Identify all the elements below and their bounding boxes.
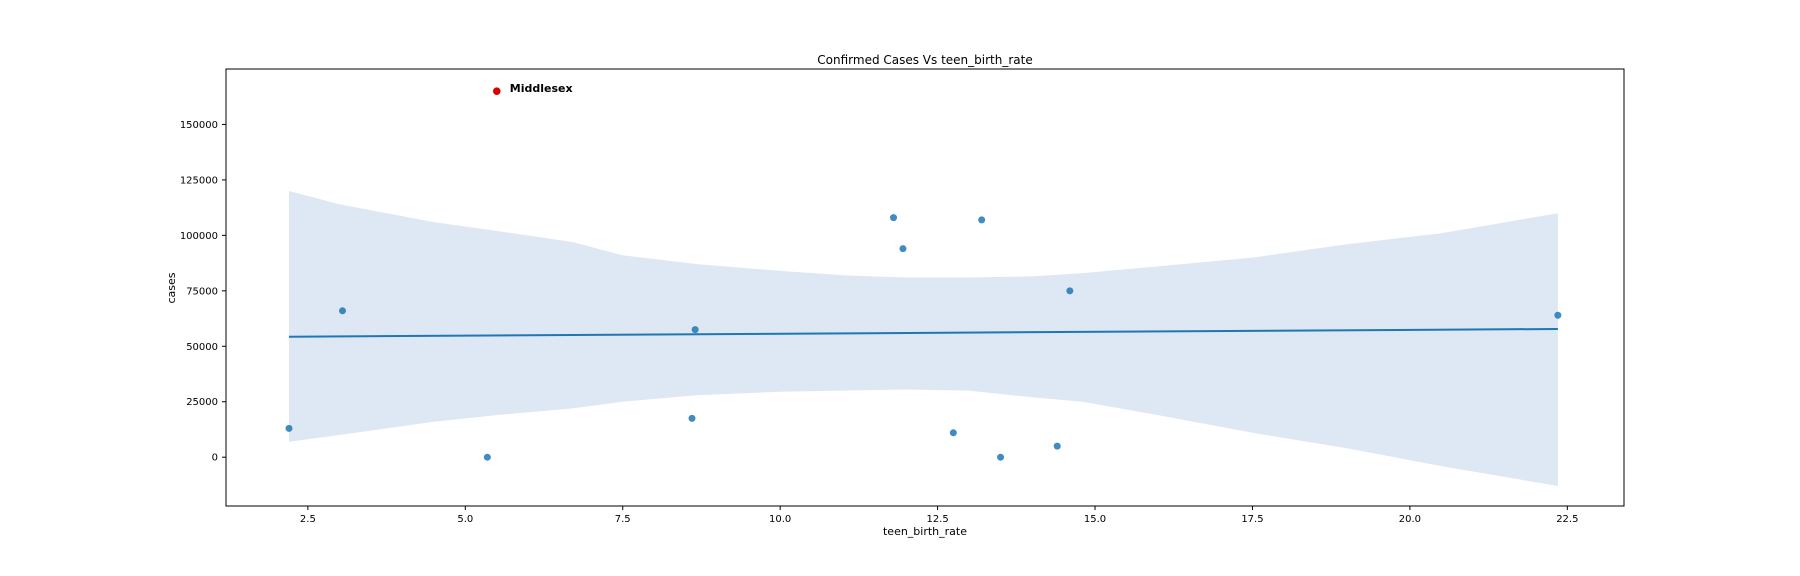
y-tick-label: 25000 — [186, 397, 218, 408]
data-point — [978, 216, 986, 224]
confidence-band-layer — [289, 191, 1558, 486]
y-axis-label: cases — [165, 272, 178, 303]
x-tick-label: 17.5 — [1241, 514, 1263, 525]
data-point — [890, 214, 898, 222]
data-point — [997, 453, 1005, 461]
x-tick-label: 20.0 — [1399, 514, 1421, 525]
highlight-layer: Middlesex — [492, 82, 573, 95]
y-axis: 0 25000 50000 75000 100000 125000 150000 — [180, 120, 226, 464]
y-tick-label: 0 — [212, 453, 218, 464]
y-tick-label: 125000 — [180, 175, 218, 186]
x-axis-label: teen_birth_rate — [883, 525, 967, 538]
x-tick-label: 5.0 — [457, 514, 473, 525]
y-tick-label: 100000 — [180, 231, 218, 242]
regression-line — [288, 327, 1558, 338]
highlight-point — [492, 87, 501, 95]
data-point — [1053, 442, 1061, 450]
x-tick-label: 7.5 — [615, 514, 631, 525]
data-point — [688, 414, 696, 422]
data-point — [339, 307, 346, 315]
y-tick-label: 75000 — [186, 286, 218, 297]
y-tick-label: 50000 — [186, 342, 218, 353]
data-point — [899, 245, 907, 253]
data-point — [285, 424, 293, 432]
x-tick-label: 2.5 — [300, 514, 316, 525]
confidence-band — [289, 191, 1558, 486]
highlight-label: Middlesex — [510, 82, 573, 95]
x-axis: 2.5 5.0 7.5 10.0 12.5 15.0 17.5 20.0 22.5 — [300, 506, 1578, 525]
regression-line-layer — [288, 327, 1558, 338]
x-tick-label: 10.0 — [769, 514, 791, 525]
scatter-points-layer — [285, 214, 1562, 461]
x-tick-label: 15.0 — [1084, 514, 1106, 525]
plot-frame — [225, 68, 1625, 507]
x-tick-label: 22.5 — [1556, 514, 1578, 525]
data-point — [1066, 287, 1074, 295]
chart-title: Confirmed Cases Vs teen_birth_rate — [817, 53, 1032, 67]
data-point — [1554, 311, 1562, 319]
data-point — [949, 429, 957, 437]
y-tick-label: 150000 — [180, 120, 218, 131]
x-tick-label: 12.5 — [926, 514, 948, 525]
data-point — [483, 453, 491, 461]
data-point — [691, 326, 699, 334]
